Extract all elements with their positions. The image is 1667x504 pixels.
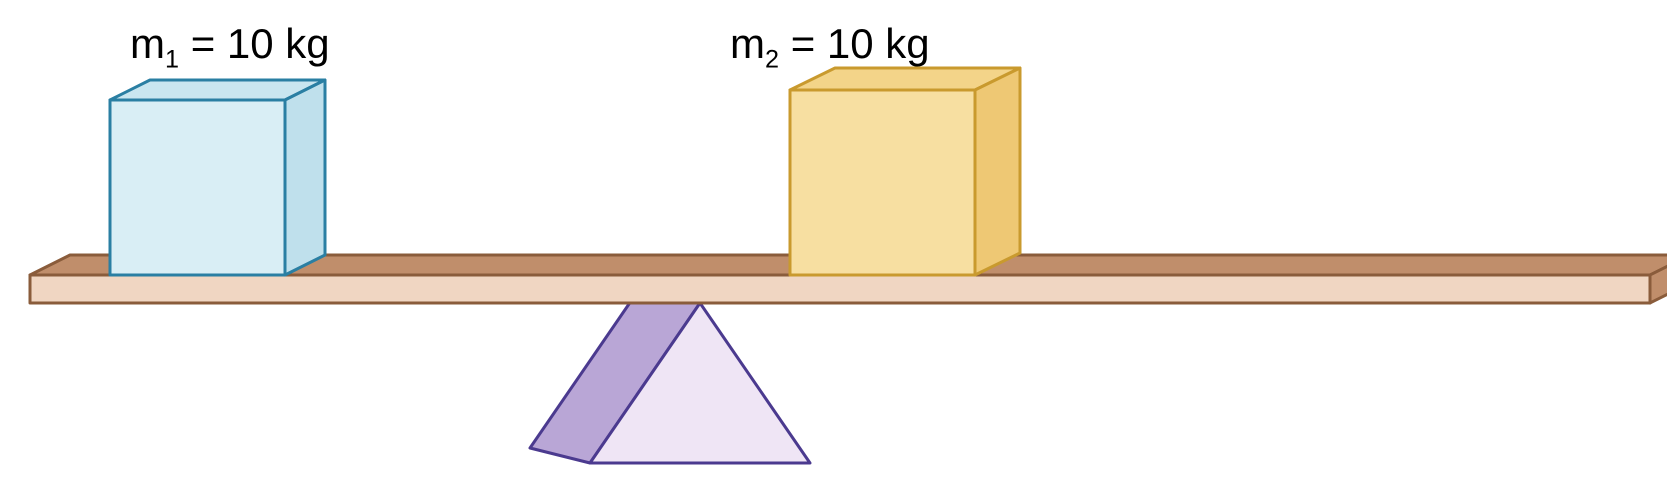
var: m	[130, 20, 165, 67]
unit: kg	[885, 20, 929, 67]
subscript: 1	[165, 45, 179, 73]
value: 10	[827, 20, 874, 67]
mass-label-m2: m2 = 10 kg	[730, 20, 930, 74]
mass-label-m1: m1 = 10 kg	[130, 20, 330, 74]
value: 10	[227, 20, 274, 67]
unit: kg	[285, 20, 329, 67]
subscript: 2	[765, 45, 779, 73]
diagram-stage: m1 = 10 kg m2 = 10 kg	[0, 0, 1667, 504]
var: m	[730, 20, 765, 67]
equals: =	[791, 20, 827, 67]
equals: =	[191, 20, 227, 67]
mass-cube-m2	[0, 0, 1667, 504]
